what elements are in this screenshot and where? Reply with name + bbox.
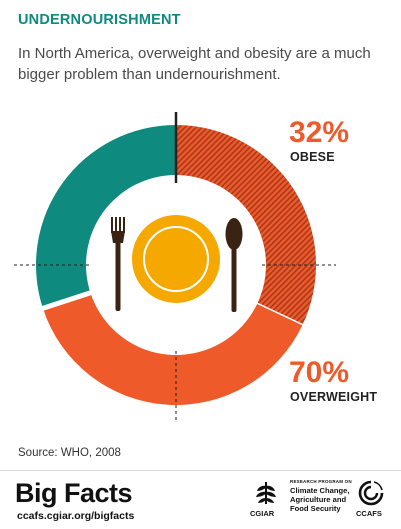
program-name: Climate Change, Agriculture and Food Sec… [290, 486, 350, 513]
plate-icon [132, 215, 220, 303]
overweight-label: OVERWEIGHT [290, 390, 378, 404]
slice-other [35, 125, 177, 309]
slice-separator [256, 302, 304, 326]
slice-separator [41, 290, 93, 311]
program-caption: RESEARCH PROGRAM ON [290, 479, 352, 484]
obese-value: 32% [289, 116, 350, 149]
page-title: UNDERNOURISHMENT [18, 12, 181, 28]
footer-divider [0, 470, 401, 471]
brand-title: Big Facts [15, 478, 133, 508]
spoon-icon [225, 218, 243, 312]
ccafs-logo-icon [358, 480, 384, 506]
page-subtitle: In North America, overweight and obesity… [18, 45, 371, 83]
brand-url: ccafs.cgiar.org/bigfacts [17, 510, 135, 522]
fork-icon [111, 217, 125, 311]
plate-fork-spoon-icon [111, 215, 243, 312]
overweight-value: 70% [289, 356, 350, 389]
slice-overweight [42, 292, 303, 405]
plate-rim [143, 226, 209, 292]
cgiar-logo-icon [256, 482, 276, 504]
obese-label: OBESE [290, 150, 335, 164]
ccafs-label: CCAFS [356, 509, 382, 518]
slice-obese [176, 125, 317, 325]
cgiar-label: CGIAR [250, 509, 275, 518]
source-text: Source: WHO, 2008 [18, 447, 121, 459]
